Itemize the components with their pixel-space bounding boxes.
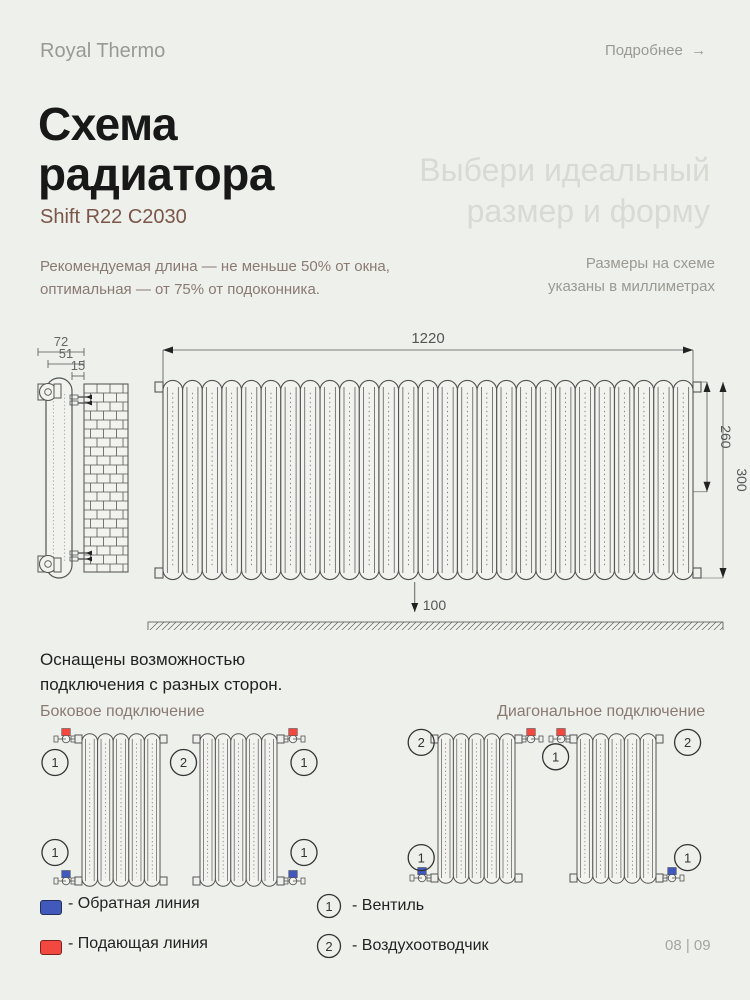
svg-text:1: 1 — [552, 750, 559, 765]
svg-text:2: 2 — [325, 939, 332, 954]
svg-text:2: 2 — [180, 755, 187, 770]
svg-text:1: 1 — [300, 755, 307, 770]
svg-text:1: 1 — [418, 850, 425, 865]
svg-text:260: 260 — [718, 425, 734, 449]
svg-text:1220: 1220 — [411, 330, 444, 347]
svg-text:300: 300 — [734, 468, 750, 492]
svg-text:1: 1 — [325, 899, 332, 914]
svg-text:2: 2 — [418, 735, 425, 750]
svg-text:2: 2 — [684, 735, 691, 750]
svg-text:1: 1 — [51, 845, 58, 860]
svg-text:1: 1 — [300, 845, 307, 860]
svg-text:15: 15 — [71, 358, 85, 373]
svg-text:100: 100 — [423, 597, 447, 613]
svg-text:1: 1 — [51, 755, 58, 770]
svg-text:1: 1 — [684, 850, 691, 865]
